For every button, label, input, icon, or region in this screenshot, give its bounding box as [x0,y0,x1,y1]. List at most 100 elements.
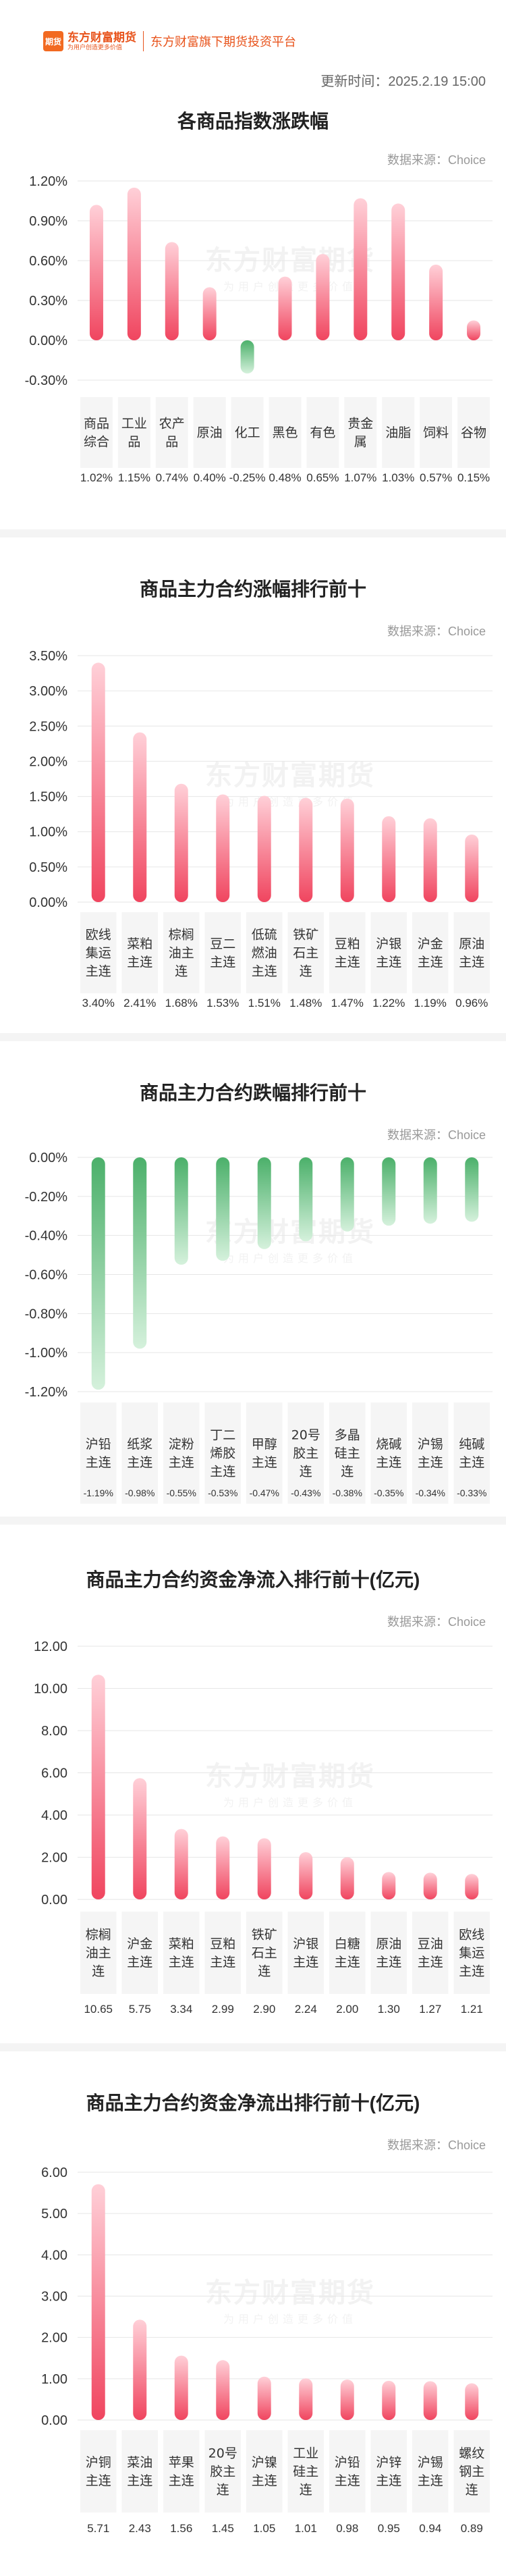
bar[interactable] [216,794,230,902]
category-label: 纸浆主连 [127,1437,152,1470]
y-tick-label: 2.50% [29,719,67,734]
y-tick-label: 1.50% [29,790,67,805]
bar[interactable] [216,1836,230,1899]
bar[interactable] [391,203,405,340]
bar[interactable] [257,795,271,902]
category-cell [287,1402,324,1504]
bar[interactable] [382,1157,396,1226]
logo-slogan: 为用户创造更多价值 [67,43,123,51]
bar[interactable] [91,662,105,902]
category-label: 铁矿石主连 [293,928,318,979]
bar[interactable] [354,198,368,340]
category-cell [412,1402,449,1504]
bar[interactable] [165,242,179,340]
category-label: 工业硅主连 [293,2446,318,2498]
bar[interactable] [133,2319,147,2420]
category-cell [370,1912,407,1994]
category-label: 商品综合 [84,417,109,450]
category-label: 菜油主连 [127,2455,152,2488]
bar[interactable] [429,264,443,340]
bar-chart: 6.00 5.00 4.00 3.00 2.00 1.00 0.00 沪铜主连 5.71 菜油主连… [41,2165,493,2535]
y-tick-label: 2.00 [41,1851,67,1866]
category-label: 沪金主连 [418,937,443,970]
bar[interactable] [423,2381,437,2420]
bar[interactable] [278,276,292,340]
bar[interactable] [91,2184,105,2420]
bar[interactable] [299,2378,313,2420]
logo-name: 东方财富期货 [67,30,136,44]
y-tick-label: 0.90% [29,214,67,229]
bar[interactable] [174,1829,188,1899]
category-cell [163,1912,200,1994]
data-label: 1.45 [212,2522,234,2535]
chart-section-1: 各商品指数涨跌幅数据来源：Choice东方财富期货为用户创造更多价值1.20%0… [0,93,506,529]
data-label: 0.89 [461,2522,483,2535]
data-source-label: 数据来源：Choice [387,1128,486,1142]
data-label: 1.53% [206,997,239,1009]
data-label: -0.25% [229,471,266,484]
data-label: 0.15% [457,471,490,484]
bar[interactable] [257,2376,271,2420]
bar[interactable] [133,732,147,902]
bar[interactable] [216,2360,230,2420]
data-source-label: 数据来源：Choice [387,1615,486,1629]
bar[interactable] [257,1838,271,1899]
bar[interactable] [89,205,103,340]
bar[interactable] [340,798,354,902]
bar-chart: 0.00% -0.20% -0.40% -0.60% -0.80% -1.00% -1.20… [25,1151,493,1504]
bar[interactable] [299,1852,313,1899]
category-cell [412,2430,449,2513]
data-label: 1.22% [372,997,405,1009]
brand-tagline: 东方财富旗下期货投资平台 [150,35,296,49]
bar[interactable] [216,1157,230,1261]
bar[interactable] [465,1157,479,1222]
bar[interactable] [133,1157,147,1349]
bar[interactable] [423,818,437,902]
bar[interactable] [382,2380,396,2420]
bar[interactable] [174,2355,188,2420]
brand-logo[interactable]: 期货 东方财富期货 为用户创造更多价值 东方财富旗下期货投资平台 [43,31,296,51]
y-tick-label: 0.60% [29,254,67,269]
bar[interactable] [382,1872,396,1899]
bar[interactable] [423,1157,437,1224]
data-label: 5.75 [129,2003,151,2016]
category-label: 沪镍主连 [252,2455,277,2488]
bar[interactable] [299,1157,313,1242]
data-label: 3.34 [170,2003,192,2016]
bar[interactable] [91,1157,105,1390]
data-source-label: 数据来源：Choice [387,153,486,167]
category-label: 饲料 [423,425,449,440]
bar[interactable] [240,340,254,374]
bar[interactable] [423,1872,437,1899]
bar[interactable] [465,834,479,902]
data-label: -0.33% [457,1488,486,1498]
bar[interactable] [340,1857,354,1900]
bar[interactable] [202,287,217,340]
bar[interactable] [127,187,141,340]
y-tick-label: 1.00% [29,825,67,840]
bar[interactable] [91,1675,105,1899]
bar[interactable] [316,254,330,340]
data-label: 2.41% [123,997,156,1009]
bar[interactable] [257,1157,271,1249]
bar[interactable] [299,797,313,902]
category-cell [269,397,302,468]
bar[interactable] [174,783,188,902]
bar[interactable] [133,1778,147,1899]
category-cell [117,397,150,468]
category-cell [121,1402,158,1504]
bar[interactable] [382,816,396,902]
category-cell [412,912,449,993]
data-label: 1.56 [170,2522,192,2535]
bar[interactable] [174,1157,188,1265]
bar[interactable] [467,320,481,341]
y-tick-label: 3.00% [29,684,67,699]
data-label: 1.19% [414,997,447,1009]
bar[interactable] [340,1157,354,1232]
bar[interactable] [340,2380,354,2420]
data-label: 1.47% [331,997,364,1009]
bar[interactable] [465,1874,479,1899]
bar[interactable] [465,2383,479,2420]
category-label: 豆二主连 [210,937,235,970]
data-label: 0.74% [156,471,188,484]
